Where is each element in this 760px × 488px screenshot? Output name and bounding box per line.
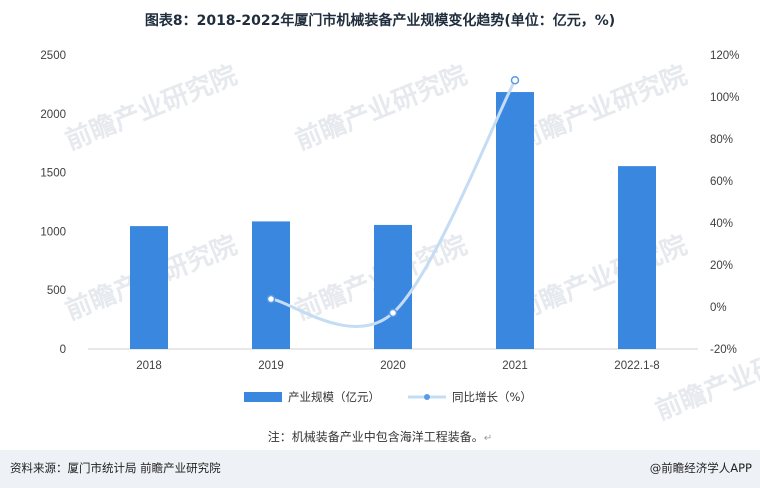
chart-title: 图表8：2018-2022年厦门市机械装备产业规模变化趋势(单位：亿元，%) [144,13,616,29]
y-left-tick-label: 500 [47,285,66,297]
brand-text: @前瞻经济学人APP [649,461,752,475]
watermark-text: 前瞻产业研究院 [511,230,691,327]
axes: 0 500 1000 1500 2000 2500 -20% 0% 20% 40% 60% 80% 10… [40,50,739,372]
y-left-tick-label: 2000 [40,109,66,121]
x-tick-label: 2020 [380,360,406,372]
legend-line-label: 同比增长（%） [452,390,532,404]
y-right-tick-label: -20% [710,344,737,356]
source-text: 资料来源：厦门市统计局 前瞻产业研究院 [10,461,221,475]
y-right-tick-label: 0% [710,302,727,314]
x-tick-label: 2019 [258,360,284,372]
growth-line [269,78,517,328]
y-right-tick-label: 100% [710,92,739,104]
y-left-tick-label: 1500 [40,168,66,180]
y-right-tick-label: 40% [710,218,733,230]
bar-2020 [374,224,412,349]
y-left-tick-label: 1000 [40,226,66,238]
y-left-tick-label: 2500 [40,50,66,62]
watermark-text: 前瞻产业研究院 [61,60,241,157]
legend-bar-label: 产业规模（亿元） [288,390,380,404]
growth-point [266,294,276,304]
watermark-text: 前瞻产业研究院 [511,60,691,157]
bar-2019 [252,221,290,349]
line-series [266,75,520,328]
x-tick-label: 2021 [502,360,528,372]
bar-2021 [496,92,534,349]
footnote-text: 注：机械装备产业中包含海洋工程装备。 [267,430,484,444]
growth-point [510,75,520,85]
watermark-text: 前瞻产业研究院 [651,330,760,427]
legend-line-marker [424,394,430,400]
bar-series [130,92,656,349]
legend-bar-swatch [244,392,282,402]
y-right-tick-label: 80% [710,134,733,146]
x-tick-label: 2022.1-8 [614,360,659,372]
bar-2018 [130,226,168,349]
footnote: 注：机械装备产业中包含海洋工程装备。↵ [0,428,760,445]
y-left-tick-label: 0 [60,344,66,356]
legend: 产业规模（亿元） 同比增长（%） [244,390,532,404]
x-tick-label: 2018 [136,360,162,372]
y-right-tick-label: 120% [710,50,739,62]
footer-bar: 资料来源：厦门市统计局 前瞻产业研究院 @前瞻经济学人APP [0,450,760,488]
paragraph-mark-icon: ↵ [483,433,493,444]
y-right-tick-label: 20% [710,260,733,272]
chart-canvas: 前瞻产业研究院前瞻产业研究院前瞻产业研究院前瞻产业研究院前瞻产业研究院前瞻产业研… [40,50,760,427]
growth-point [388,308,398,318]
y-right-tick-label: 60% [710,176,733,188]
watermark-text: 前瞻产业研究院 [291,60,471,157]
bar-2022.1-8 [618,166,656,349]
